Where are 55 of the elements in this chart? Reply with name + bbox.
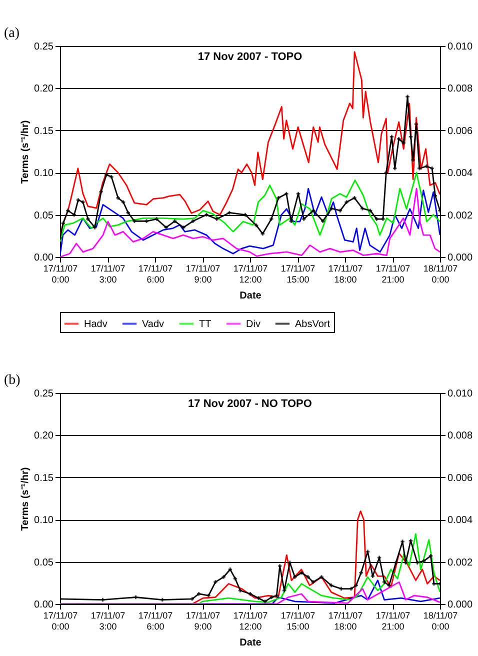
- y2-tick-label: 0.000: [448, 252, 473, 264]
- y-tick-label: 0.20: [34, 84, 54, 95]
- x-tick-label: 17/11/07 9:00: [186, 264, 220, 284]
- chart-title: 17 Nov 2007 - TOPO: [198, 51, 303, 63]
- y2-tick-label: 0.010: [448, 388, 473, 400]
- y-tick-label: 0.05: [34, 210, 54, 222]
- x-tick-label: 17/11/07 21:00: [376, 264, 410, 284]
- y-tick-label: 0.25: [34, 388, 54, 400]
- y2-tick-label: 0.008: [448, 84, 473, 95]
- x-tick-label: 17/11/07 15:00: [280, 610, 316, 632]
- y-tick-label: 0.00: [34, 600, 54, 610]
- x-tick-label: 18/11/07 0:00: [423, 610, 458, 632]
- text: (b): [4, 373, 21, 388]
- x-tick-label: 17/11/07 9:00: [186, 610, 220, 632]
- y-tick-label: 0.25: [34, 42, 54, 52]
- x-tick-label: 17/11/07 12:00: [233, 264, 268, 284]
- x-axis-title: Date: [240, 638, 262, 648]
- y2-tick-label: 0.004: [448, 168, 473, 180]
- x-tick-label: 17/11/07 21:00: [376, 610, 410, 632]
- x-tick-label: 17/11/07 6:00: [138, 264, 173, 284]
- legend-label: AbsVort: [295, 318, 330, 330]
- y-tick-label: 0.20: [34, 430, 54, 442]
- x-tick-label: 17/11/07 0:00: [43, 264, 78, 284]
- legend-label: Div: [246, 318, 260, 330]
- y-axis-title: Terms (s⁻¹/hr): [20, 467, 32, 531]
- y-tick-label: 0.15: [34, 472, 54, 484]
- x-tick-label: 17/11/07 3:00: [90, 264, 126, 284]
- legend-label: Hadv: [84, 318, 108, 330]
- y2-tick-label: 0.008: [448, 430, 473, 442]
- y2-tick-label: 0.006: [448, 126, 473, 137]
- x-tick-label: 17/11/07 12:00: [233, 610, 268, 632]
- y2-tick-label: 0.000: [448, 600, 473, 610]
- x-tick-label: 18/11/07 0:00: [423, 264, 458, 284]
- y2-tick-label: 0.002: [448, 210, 473, 222]
- y2-tick-label: 0.002: [448, 557, 473, 568]
- y-tick-label: 0.10: [34, 515, 54, 526]
- y2-tick-label: 0.004: [448, 515, 473, 526]
- x-tick-label: 17/11/07 18:00: [328, 610, 363, 632]
- x-tick-label: 17/11/07 3:00: [90, 610, 126, 632]
- x-tick-label: 17/11/07 18:00: [328, 264, 363, 284]
- legend-label: TT: [199, 318, 212, 330]
- y-tick-label: 0.15: [34, 126, 54, 137]
- y2-tick-label: 0.010: [448, 42, 473, 52]
- y-tick-label: 0.10: [34, 168, 54, 180]
- legend-label: Vadv: [142, 318, 164, 330]
- x-tick-label: 17/11/07 15:00: [280, 264, 316, 284]
- chart-title: 17 Nov 2007 - NO TOPO: [188, 398, 312, 410]
- x-tick-label: 17/11/07 6:00: [138, 610, 173, 632]
- text: (a): [4, 26, 20, 41]
- x-tick-label: 17/11/07 0:00: [43, 610, 78, 632]
- y-tick-label: 0.00: [34, 252, 54, 264]
- y-tick-label: 0.05: [34, 557, 54, 568]
- x-axis-title: Date: [240, 290, 262, 302]
- y2-tick-label: 0.006: [448, 472, 473, 484]
- y-axis-title: Terms (s⁻¹/hr): [20, 120, 32, 184]
